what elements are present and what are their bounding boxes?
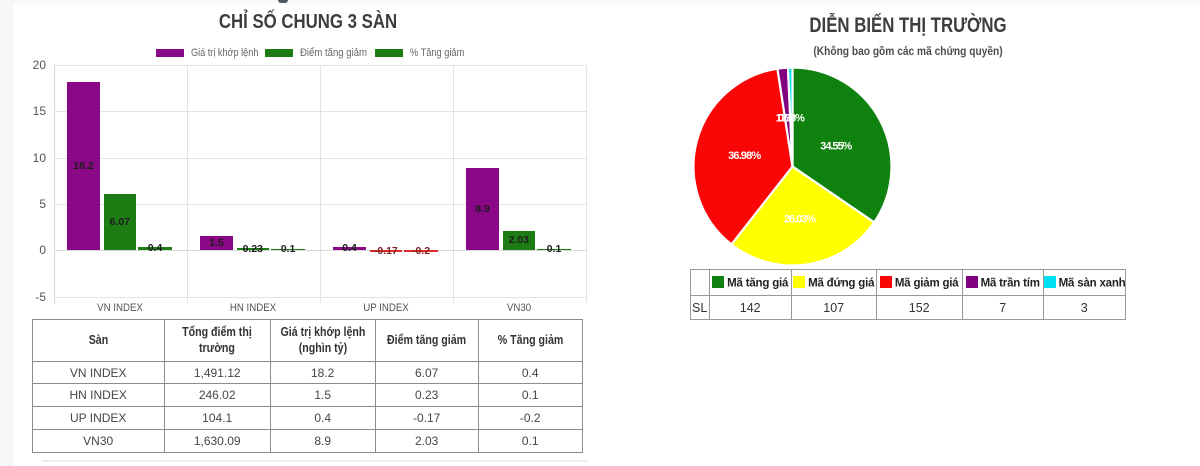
- svg-text:34.55%: 34.55%: [820, 140, 852, 152]
- svg-text:26.03%: 26.03%: [784, 214, 816, 226]
- svg-text:36.98%: 36.98%: [728, 150, 761, 162]
- svg-text:1.7%: 1.7%: [776, 113, 796, 125]
- svg-text:0.73%: 0.73%: [778, 113, 805, 125]
